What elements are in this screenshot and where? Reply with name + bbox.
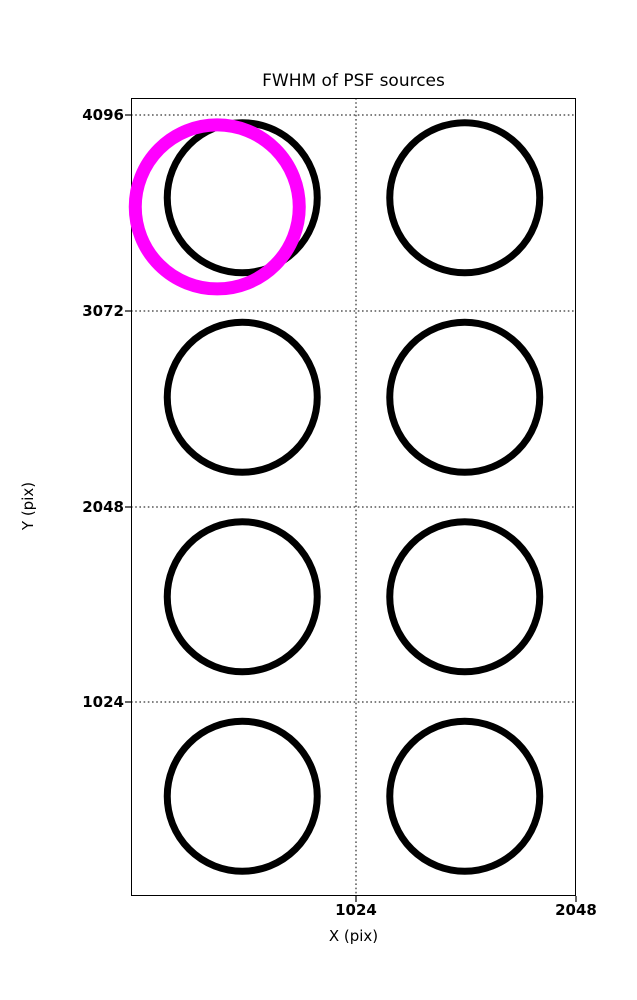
psf-source-highlight-marker — [128, 118, 306, 296]
ytick-label-3072: 3072 — [82, 302, 124, 320]
ytick-2048: 2048 — [62, 499, 124, 515]
ytick-label-1024: 1024 — [82, 693, 124, 711]
psf-source-marker — [386, 518, 544, 676]
data-markers — [128, 118, 544, 875]
psf-source-marker — [163, 518, 321, 676]
y-axis-label: Y (pix) — [19, 481, 37, 531]
psf-source-marker — [163, 717, 321, 875]
ytick-3072: 3072 — [62, 303, 124, 319]
ytick-label-4096: 4096 — [82, 106, 124, 124]
ytick-label-2048: 2048 — [82, 498, 124, 516]
xtick-label-1024: 1024 — [335, 901, 377, 919]
x-axis-label: X (pix) — [328, 927, 379, 945]
psf-source-marker — [386, 717, 544, 875]
psf-source-marker — [386, 318, 544, 476]
axes-frame — [131, 98, 576, 896]
plot-title: FWHM of PSF sources — [262, 71, 445, 91]
xtick-label-2048: 2048 — [555, 901, 597, 919]
psf-source-marker — [163, 318, 321, 476]
psf-source-marker — [386, 119, 544, 277]
ytick-4096: 4096 — [62, 107, 124, 123]
ytick-1024: 1024 — [62, 694, 124, 710]
